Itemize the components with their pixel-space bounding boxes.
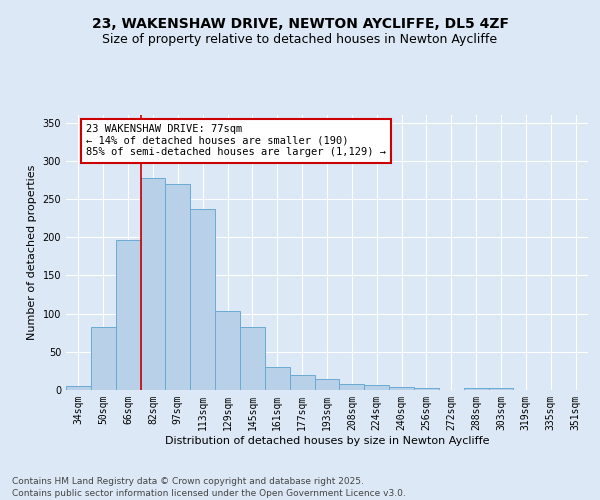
Bar xyxy=(314,380,340,390)
Bar xyxy=(364,386,389,390)
Bar xyxy=(240,326,265,390)
Bar xyxy=(116,240,140,390)
Text: Size of property relative to detached houses in Newton Aycliffe: Size of property relative to detached ho… xyxy=(103,32,497,46)
Bar xyxy=(389,387,414,390)
Text: 23 WAKENSHAW DRIVE: 77sqm
← 14% of detached houses are smaller (190)
85% of semi: 23 WAKENSHAW DRIVE: 77sqm ← 14% of detac… xyxy=(86,124,386,158)
Bar xyxy=(166,184,190,390)
Bar xyxy=(265,367,290,390)
Text: Contains HM Land Registry data © Crown copyright and database right 2025.: Contains HM Land Registry data © Crown c… xyxy=(12,476,364,486)
Text: 23, WAKENSHAW DRIVE, NEWTON AYCLIFFE, DL5 4ZF: 23, WAKENSHAW DRIVE, NEWTON AYCLIFFE, DL… xyxy=(91,18,509,32)
Text: Contains public sector information licensed under the Open Government Licence v3: Contains public sector information licen… xyxy=(12,490,406,498)
Bar xyxy=(290,376,314,390)
Bar xyxy=(215,310,240,390)
Bar xyxy=(190,209,215,390)
Bar xyxy=(91,326,116,390)
Bar xyxy=(488,388,514,390)
Bar xyxy=(464,388,488,390)
Y-axis label: Number of detached properties: Number of detached properties xyxy=(27,165,37,340)
Bar xyxy=(414,388,439,390)
X-axis label: Distribution of detached houses by size in Newton Aycliffe: Distribution of detached houses by size … xyxy=(165,436,489,446)
Bar xyxy=(140,178,166,390)
Bar xyxy=(340,384,364,390)
Bar xyxy=(66,386,91,390)
